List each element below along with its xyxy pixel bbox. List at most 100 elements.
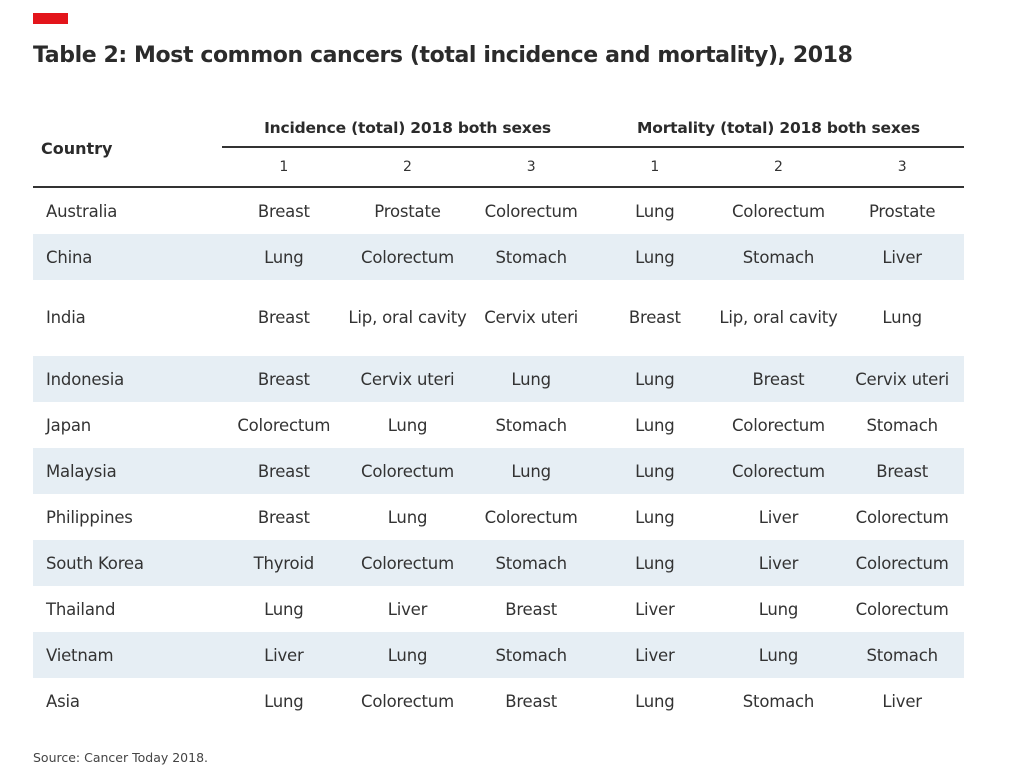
mortality-rank-3-cell: Colorectum	[855, 507, 949, 527]
country-cell: Malaysia	[33, 448, 222, 494]
incidence-rank-3-header: 3	[469, 147, 593, 188]
table-row: India Breast Lip, oral cavity Cervix uteri B…	[33, 280, 964, 356]
incidence-rank-2-cell: Lung	[387, 507, 428, 527]
mortality-rank-1-cell: Breast	[628, 308, 681, 327]
incidence-rank-1-cell: Breast	[257, 507, 310, 527]
mortality-rank-2-cell: Colorectum	[731, 415, 825, 435]
rank-header-row: 1 2 3 1 2 3	[33, 147, 964, 188]
mortality-rank-2-cell: Colorectum	[716, 448, 841, 494]
table-row: Thailand Lung Liver Breast Liver Lung Colorect…	[33, 586, 964, 632]
mortality-rank-2-cell: Liver	[758, 507, 799, 527]
incidence-rank-1-cell: Colorectum	[237, 415, 331, 435]
incidence-rank-2-cell: Colorectum	[345, 448, 470, 494]
country-cell: Australia	[46, 201, 118, 221]
incidence-rank-2-cell: Prostate	[374, 201, 441, 221]
country-cell: Japan	[46, 415, 92, 435]
table-row: South Korea Thyroid Colorectum Stomach Lung L…	[33, 540, 964, 586]
incidence-rank-1-cell: Lung	[264, 691, 304, 711]
incidence-rank-1-cell: Liver	[222, 632, 346, 678]
incidence-rank-1-cell: Breast	[257, 201, 310, 221]
mortality-rank-2-cell: Breast	[716, 356, 841, 402]
incidence-rank-2-cell: Lung	[387, 415, 428, 435]
mortality-rank-1-cell: Lung	[635, 691, 675, 711]
incidence-rank-3-cell: Stomach	[469, 540, 593, 586]
incidence-rank-3-cell: Stomach	[469, 632, 593, 678]
mortality-rank-3-cell: Stomach	[840, 632, 964, 678]
country-cell: India	[46, 308, 86, 327]
incidence-group-header: Incidence (total) 2018 both sexes	[222, 110, 593, 148]
country-column-header: Country	[33, 110, 222, 188]
incidence-rank-1-cell: Thyroid	[222, 540, 346, 586]
cancers-table: Country Incidence (total) 2018 both sexe…	[33, 110, 964, 724]
mortality-rank-3-cell: Breast	[840, 448, 964, 494]
incidence-rank-2-cell: Cervix uteri	[345, 356, 470, 402]
incidence-rank-1-cell: Breast	[222, 356, 346, 402]
incidence-rank-1-cell: Breast	[222, 448, 346, 494]
mortality-rank-1-cell: Lung	[592, 540, 717, 586]
incidence-rank-2-cell: Colorectum	[345, 234, 470, 280]
mortality-rank-3-header: 3	[840, 147, 964, 188]
incidence-rank-1-header: 1	[222, 147, 346, 188]
incidence-rank-2-cell: Colorectum	[361, 691, 454, 711]
mortality-rank-3-cell: Stomach	[866, 415, 938, 435]
source-note: Source: Cancer Today 2018.	[33, 750, 209, 765]
incidence-rank-3-cell: Breast	[505, 599, 558, 619]
table-row: China Lung Colorectum Stomach Lung Stomach Liv…	[33, 234, 964, 280]
incidence-rank-3-cell: Stomach	[469, 234, 593, 280]
table-body: Australia Breast Prostate Colorectum Lung Col…	[33, 187, 964, 724]
country-cell: South Korea	[33, 540, 222, 586]
incidence-rank-2-cell: Lip, oral cavity	[348, 308, 467, 327]
mortality-rank-3-cell: Prostate	[868, 201, 936, 221]
mortality-rank-1-cell: Lung	[635, 415, 675, 435]
mortality-rank-2-cell: Stomach	[742, 691, 815, 711]
country-cell: Thailand	[46, 599, 116, 619]
country-cell: Vietnam	[33, 632, 222, 678]
mortality-rank-2-cell: Lip, oral cavity	[719, 308, 838, 327]
incidence-rank-2-header: 2	[345, 147, 470, 188]
country-cell: Asia	[46, 691, 80, 711]
brand-accent-bar	[33, 13, 68, 24]
table-title: Table 2: Most common cancers (total inci…	[33, 43, 853, 68]
table-row: Vietnam Liver Lung Stomach Liver Lung Stomach	[33, 632, 964, 678]
table-row: Indonesia Breast Cervix uteri Lung Lung Breas…	[33, 356, 964, 402]
incidence-rank-3-cell: Lung	[469, 356, 593, 402]
mortality-rank-1-header: 1	[592, 147, 717, 188]
mortality-rank-3-cell: Lung	[882, 308, 922, 327]
mortality-rank-3-cell: Liver	[840, 234, 964, 280]
mortality-rank-2-cell: Colorectum	[731, 201, 825, 221]
mortality-rank-1-cell: Lung	[592, 448, 717, 494]
mortality-rank-2-cell: Lung	[758, 599, 799, 619]
group-header-row: Country Incidence (total) 2018 both sexe…	[33, 110, 964, 188]
table-row: Malaysia Breast Colorectum Lung Lung Colorect…	[33, 448, 964, 494]
incidence-rank-3-cell: Colorectum	[484, 507, 578, 527]
mortality-rank-3-cell: Liver	[882, 691, 922, 711]
mortality-rank-1-cell: Lung	[592, 356, 717, 402]
mortality-rank-1-cell: Lung	[635, 507, 675, 527]
mortality-rank-2-cell: Lung	[716, 632, 841, 678]
mortality-rank-1-cell: Lung	[592, 234, 717, 280]
incidence-rank-3-cell: Cervix uteri	[484, 308, 579, 327]
incidence-rank-1-cell: Lung	[222, 234, 346, 280]
mortality-rank-2-cell: Liver	[716, 540, 841, 586]
incidence-rank-3-cell: Colorectum	[484, 201, 578, 221]
mortality-rank-1-cell: Liver	[635, 599, 675, 619]
mortality-group-header: Mortality (total) 2018 both sexes	[592, 110, 964, 148]
incidence-rank-1-cell: Breast	[257, 308, 310, 327]
mortality-rank-3-cell: Cervix uteri	[840, 356, 964, 402]
mortality-rank-3-cell: Colorectum	[855, 599, 949, 619]
table-row: Asia Lung Colorectum Breast Lung Stomach Liver	[33, 678, 964, 724]
mortality-rank-2-header: 2	[716, 147, 841, 188]
incidence-rank-2-cell: Lung	[345, 632, 470, 678]
incidence-rank-3-cell: Lung	[469, 448, 593, 494]
table-row: Philippines Breast Lung Colorectum Lung Liver…	[33, 494, 964, 540]
incidence-rank-1-cell: Lung	[264, 599, 304, 619]
country-cell: China	[33, 234, 222, 280]
country-cell: Philippines	[46, 507, 133, 527]
incidence-rank-3-cell: Breast	[505, 691, 558, 711]
incidence-rank-2-cell: Colorectum	[345, 540, 470, 586]
table-row: Australia Breast Prostate Colorectum Lung Col…	[33, 187, 964, 234]
incidence-rank-3-cell: Stomach	[495, 415, 567, 435]
incidence-rank-2-cell: Liver	[387, 599, 428, 619]
country-cell: Indonesia	[33, 356, 222, 402]
mortality-rank-1-cell: Liver	[592, 632, 717, 678]
